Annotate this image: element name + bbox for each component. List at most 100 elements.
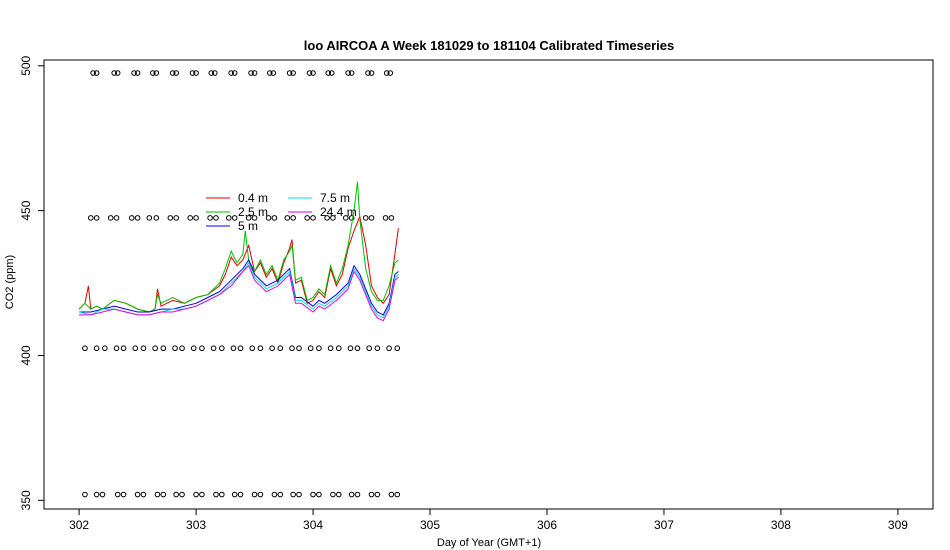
chart-title: loo AIRCOA A Week 181029 to 181104 Calib… [304,38,674,53]
reference-point [388,215,395,221]
reference-point [93,215,100,221]
reference-point [290,215,296,221]
reference-point [160,491,167,498]
legend-label: 2.5 m [238,205,268,219]
reference-point [134,215,141,221]
reference-point [160,345,167,352]
reference-point [316,345,322,352]
reference-point [325,70,332,76]
reference-point [173,215,179,221]
x-tick-label: 307 [654,518,674,532]
reference-point [189,70,196,76]
reference-point [257,345,264,352]
reference-point [82,491,88,498]
reference-point [296,345,302,352]
reference-point [345,70,351,76]
reference-point [120,345,127,352]
reference-point [307,345,314,352]
reference-point [82,345,88,352]
reference-point [310,215,316,221]
reference-point [149,70,156,76]
reference-point [248,70,254,76]
reference-point [193,70,199,76]
reference-point [228,70,234,76]
reference-point [132,345,139,352]
reference-point [193,491,199,498]
reference-point [128,215,135,221]
reference-point [102,345,108,352]
reference-point [382,215,389,221]
reference-point [154,491,161,498]
reference-point [330,215,336,221]
legend-label: 0.4 m [238,191,268,205]
reference-point [231,70,238,76]
reference-point [208,70,215,76]
reference-point [289,345,295,352]
reference-point [330,491,336,498]
reference-point [111,70,117,76]
reference-point [251,491,258,498]
reference-point [134,70,141,76]
reference-point [383,70,390,76]
reference-point [187,215,194,221]
reference-points [82,70,401,498]
y-tick-label: 400 [19,345,33,365]
y-tick-label: 450 [19,200,33,220]
reference-point [328,70,335,76]
reference-point [394,345,401,352]
reference-point [199,491,205,498]
reference-point [107,215,114,221]
x-tick-label: 302 [69,518,89,532]
reference-point [251,215,258,221]
reference-point [146,215,153,221]
reference-point [237,491,244,498]
x-axis: 302 303 304 305 306 307 308 309 [69,509,908,532]
reference-point [306,70,313,76]
reference-point [251,70,258,76]
x-tick-label: 304 [303,518,323,532]
reference-point [310,491,316,498]
reference-point [140,491,147,498]
reference-point [271,491,278,498]
series-lines [78,181,399,322]
reference-point [368,491,375,498]
y-axis-label: CO2 (ppm) [4,255,16,309]
legend-label: 24.4 m [320,205,357,219]
series-line-24-4-m [79,264,399,322]
reference-point [113,345,120,352]
reference-point [394,491,401,498]
plot-frame [43,59,934,510]
reference-point [386,345,392,352]
reference-point [114,491,121,498]
reference-point [387,70,394,76]
reference-point [152,345,158,352]
reference-point [140,345,147,352]
reference-point [237,345,244,352]
reference-point [207,215,213,221]
reference-point [277,345,284,352]
reference-point [362,215,369,221]
reference-point [277,491,284,498]
reference-point [354,491,361,498]
reference-point [87,215,94,221]
reference-point [93,491,100,498]
reference-point [265,215,272,221]
reference-point [290,70,296,76]
legend: 0.4 m2.5 m5 m 7.5 m24.4 m [206,191,357,233]
reference-point [324,215,330,221]
reference-point [388,491,395,498]
reference-point [286,70,293,76]
reference-point [269,345,275,352]
x-tick-label: 306 [537,518,557,532]
reference-point [213,491,219,498]
reference-point [354,345,361,352]
reference-point [199,345,205,352]
reference-point [257,491,264,498]
reference-point [173,70,179,76]
reference-point [169,70,176,76]
reference-point [193,215,199,221]
reference-point [290,491,296,498]
reference-point [348,70,355,76]
reference-point [327,345,334,352]
